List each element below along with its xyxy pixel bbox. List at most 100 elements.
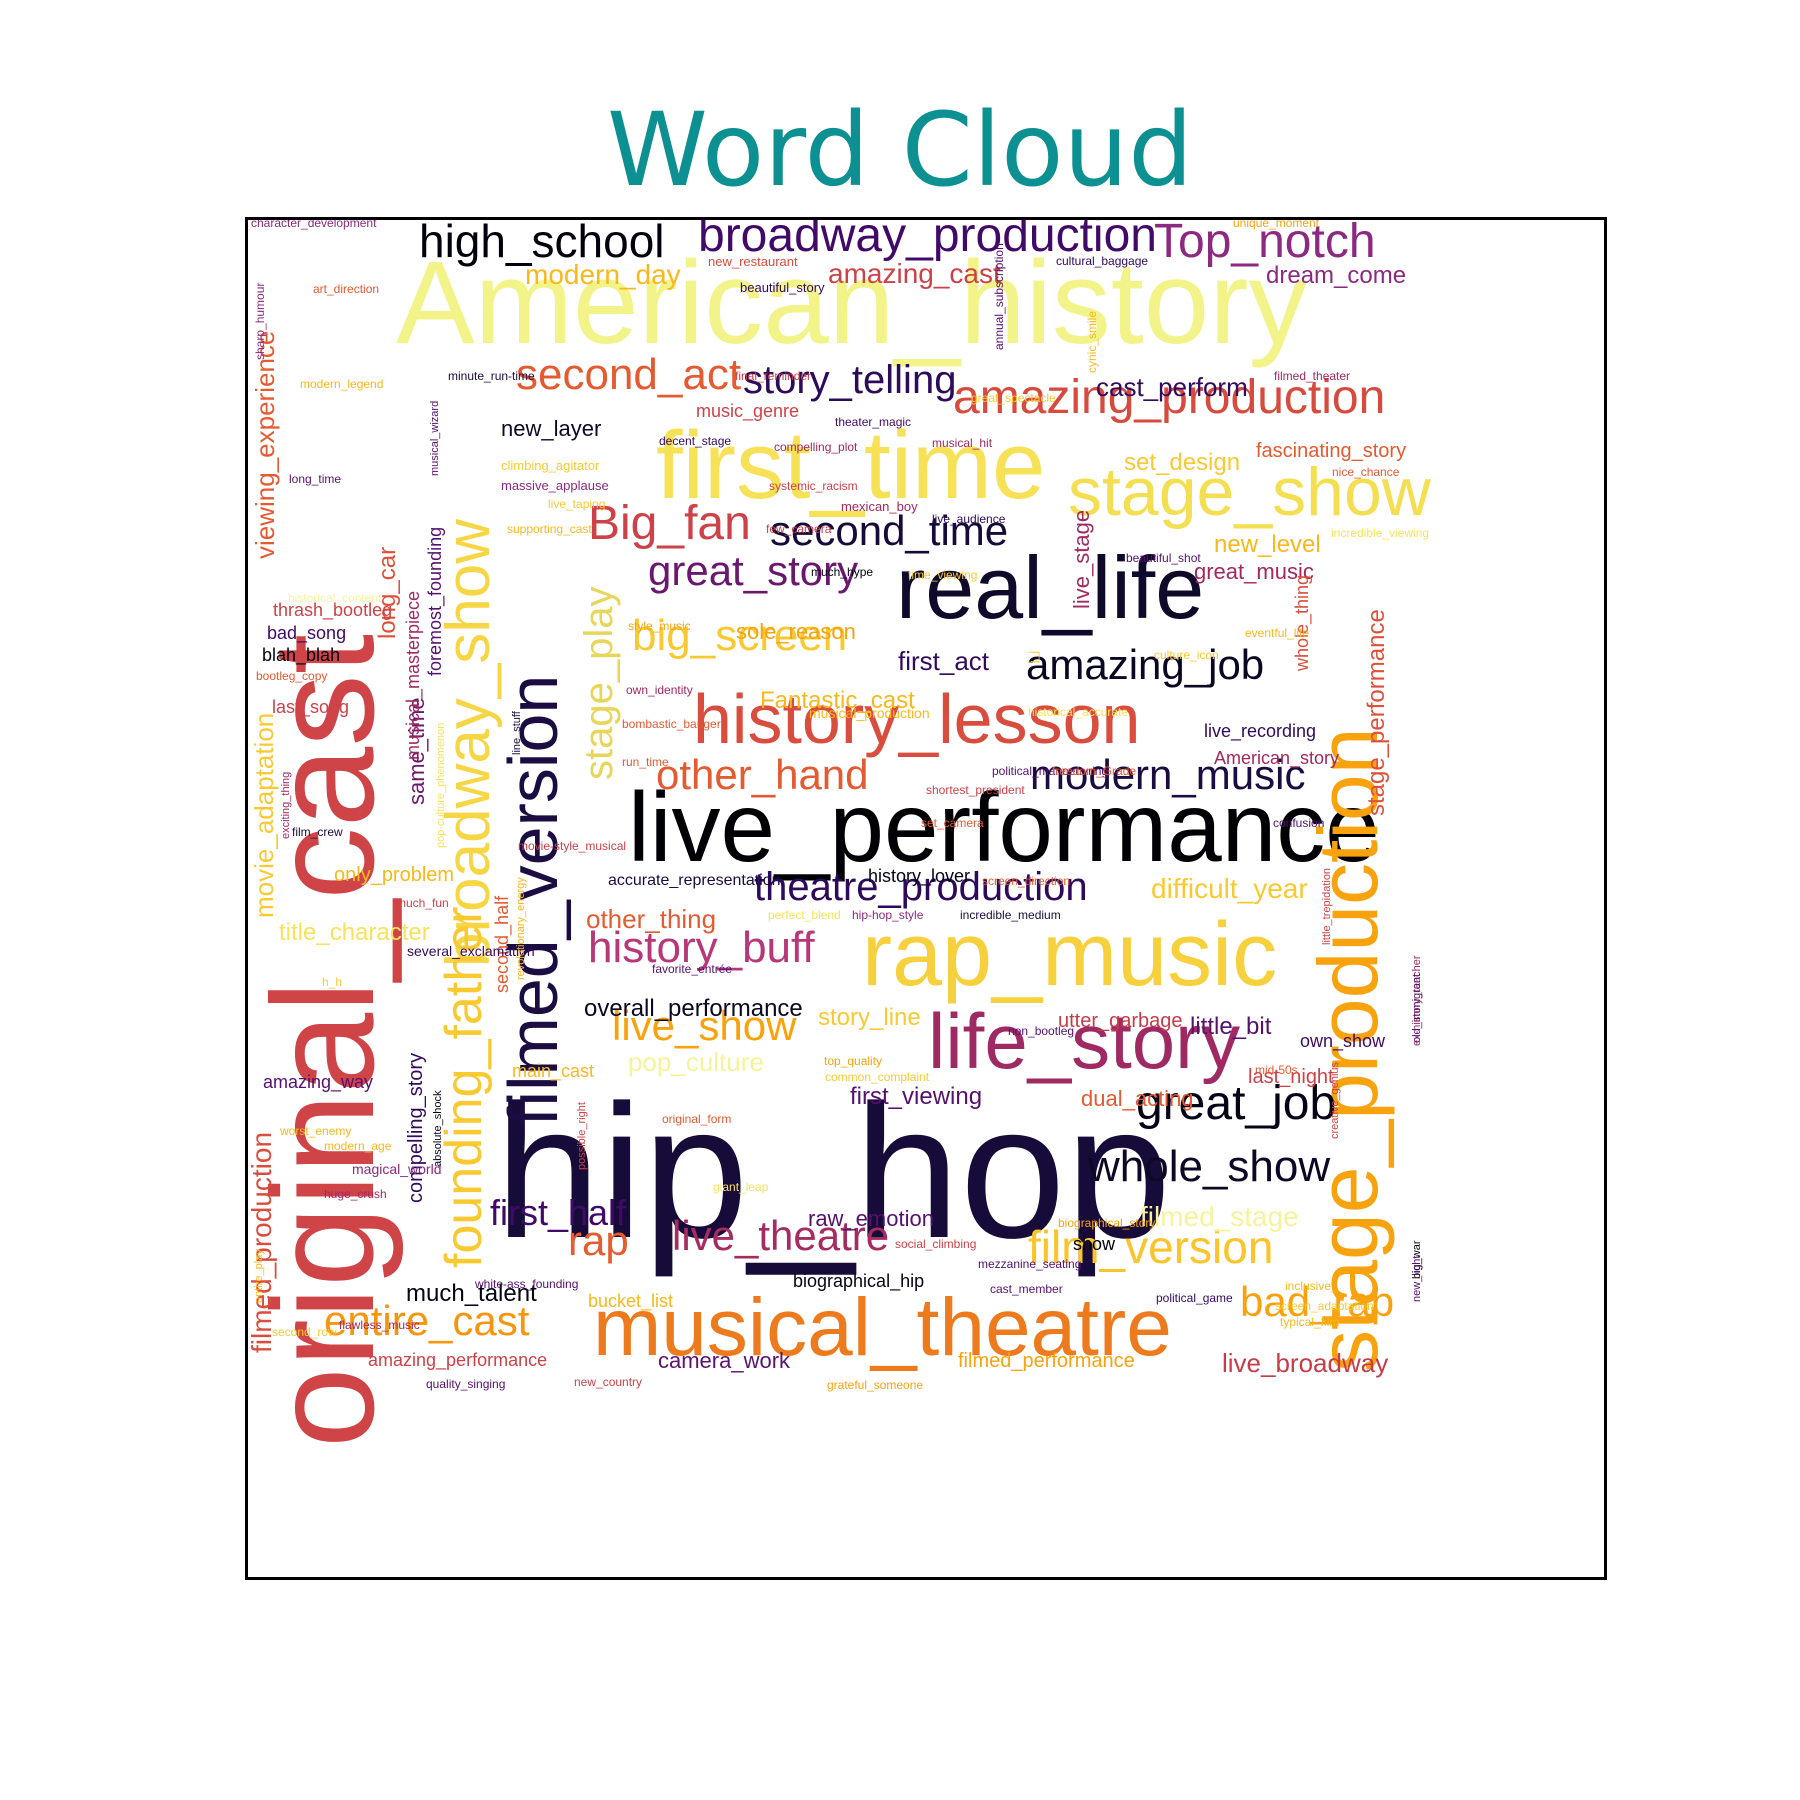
word-time-viewing: time_viewing bbox=[908, 568, 978, 582]
word-cultural-baggage: cultural_baggage bbox=[1056, 254, 1149, 268]
word-live-broadway: live_broadway bbox=[1222, 1348, 1389, 1378]
word-amazing-way: amazing_way bbox=[263, 1072, 374, 1092]
word-typical-film: typical_film bbox=[1280, 1315, 1340, 1329]
word-compelling-story: compelling_story bbox=[405, 1052, 427, 1203]
word-inclusive: inclusive_ bbox=[1285, 1279, 1338, 1293]
word-new-level: new_level bbox=[1214, 531, 1321, 558]
word-entire-play: entire_play bbox=[253, 1249, 265, 1303]
word-broadway-production: broadway_production bbox=[698, 217, 1157, 262]
word-much-talent: much_talent bbox=[406, 1280, 537, 1307]
word-sharp-humour: sharp_humour bbox=[253, 282, 267, 360]
word-sole-reason: sole_reason bbox=[736, 619, 856, 644]
word-political-game: political_game bbox=[1156, 1291, 1233, 1305]
word-biographical-hip: biographical_hip bbox=[793, 1271, 925, 1291]
word-viewing-experience: viewing_experience bbox=[250, 330, 280, 559]
word-blah-blah: blah_blah bbox=[262, 645, 341, 665]
word-historical-accurate: historical_accurate bbox=[1028, 705, 1129, 719]
word-amazing-cast: amazing_cast bbox=[828, 258, 1001, 289]
word-dual-acting: dual_acting bbox=[1081, 1086, 1194, 1111]
word-overall-performance: overall_performance bbox=[584, 995, 803, 1022]
word-great-spectacle: great_spectacle bbox=[971, 391, 1056, 405]
word-musical-production: musical_production bbox=[809, 705, 930, 721]
word-stage-play: stage_play bbox=[577, 586, 621, 780]
word-bad-rap: bad_rap bbox=[1240, 1278, 1395, 1325]
word-mezzanine-seating: mezzanine_seating bbox=[978, 1257, 1082, 1271]
word-amazing-production: amazing_production bbox=[953, 371, 1386, 424]
word-story-line: story_line bbox=[818, 1004, 921, 1031]
word-theatre-production: theatre_production bbox=[754, 865, 1088, 909]
word-music-genre: music_genre bbox=[696, 401, 800, 421]
word-eventful-life: eventful_life bbox=[1245, 626, 1310, 640]
word-final-reminder: final_reminder bbox=[735, 369, 812, 383]
word-great-job: great_job bbox=[1136, 1077, 1337, 1130]
word-style-music: style_music bbox=[628, 619, 691, 633]
word-magical-world: magical_world bbox=[352, 1161, 442, 1177]
word-life-story: life_story bbox=[928, 997, 1241, 1085]
word-little-trepidation: little_trepidation bbox=[1321, 867, 1333, 945]
word-screen-adaptation: screen_adaptation bbox=[1275, 1299, 1374, 1313]
word-filmed-performance: filmed_performance bbox=[958, 1350, 1135, 1372]
word-giant-leap: giant_leap bbox=[713, 1180, 769, 1194]
word-beautiful-story: beautiful_story bbox=[740, 280, 825, 295]
word-musical-masterpiece: musical_masterpiece bbox=[403, 590, 423, 760]
word-second-row: second_row bbox=[272, 1325, 337, 1339]
word-bombastic-banger: bombastic_banger bbox=[622, 717, 721, 731]
word-movie-style-musical: movie-style_musical bbox=[518, 839, 627, 853]
word-great-story: great_story bbox=[648, 547, 859, 594]
word-stage-show: stage_show bbox=[1068, 454, 1431, 530]
word-modern-age: modern_age bbox=[324, 1139, 392, 1153]
word-film-version: film_version bbox=[1028, 1221, 1274, 1273]
word-second-act: second_act bbox=[516, 350, 742, 399]
word-story-telling: story_telling bbox=[743, 358, 957, 402]
word-second-time: second_time bbox=[770, 507, 1009, 554]
word-flawless-music: flawless_music bbox=[339, 1318, 420, 1332]
word-modern-music: modern_music bbox=[1030, 751, 1306, 798]
word-high-school: high_school bbox=[419, 217, 665, 267]
word-climbing-agitator: climbing_agitator bbox=[501, 458, 600, 473]
word-real-life: real_life bbox=[896, 538, 1205, 637]
word-rap: rap bbox=[568, 1217, 629, 1264]
word-film-crew: film_crew bbox=[292, 825, 343, 839]
word-cast-perform: cast_perform bbox=[1096, 372, 1248, 402]
word-founding-father: founding_father bbox=[435, 906, 493, 1268]
word-run-time: run_time bbox=[622, 755, 669, 769]
word-first-act: first_act bbox=[898, 646, 990, 676]
word-other-thing: other_thing bbox=[586, 904, 717, 934]
word-art-direction: art_direction bbox=[313, 282, 380, 296]
word-systemic-racism: systemic_racism bbox=[769, 479, 858, 493]
word-new-layer: new_layer bbox=[501, 416, 602, 441]
word-top-notch: Top_notch bbox=[1154, 217, 1376, 268]
word-several-exclamation: several_exclamation bbox=[407, 943, 535, 959]
word-unique-moment: unique_moment bbox=[1233, 217, 1320, 230]
word-first-half: first_half bbox=[490, 1192, 627, 1233]
word-dream-come: dream_come bbox=[1266, 262, 1407, 289]
word-mid-50s: mid-50s bbox=[1255, 1063, 1298, 1077]
word-amazing-performance: amazing_performance bbox=[368, 1350, 548, 1370]
word-annual-subscription: annual_subscription bbox=[992, 243, 1006, 350]
word-only-problem: only_problem bbox=[334, 864, 455, 886]
word-history-buff: history_buff bbox=[588, 923, 815, 972]
word-modern-legend: modern_legend bbox=[300, 377, 384, 391]
word-filmed-theater: filmed_theater bbox=[1274, 369, 1351, 383]
word-rap-music: rap_music bbox=[862, 905, 1278, 1005]
word-big-fan: Big_fan bbox=[588, 497, 751, 550]
word-old-immigrant: old_immigrant bbox=[1411, 973, 1423, 1043]
word-own-identity: own_identity bbox=[626, 683, 693, 697]
word-compelling-plot: compelling_plot bbox=[774, 440, 858, 454]
word-difficult-year: difficult_year bbox=[1151, 873, 1308, 904]
word-pop-culture: pop_culture bbox=[628, 1047, 764, 1077]
word-pop-culture-phenomenon: pop-culture_phenomenon bbox=[435, 722, 447, 848]
word-musical-hit: musical_hit bbox=[932, 436, 993, 450]
word-live-theatre: live_theatre bbox=[672, 1212, 890, 1259]
word-live-show: live_show bbox=[612, 1002, 797, 1049]
word-entire-cast: entire_cast bbox=[324, 1297, 530, 1344]
word-political-manoeuvring: political_manoeuvring bbox=[992, 764, 1109, 778]
chart-title: Word Cloud bbox=[607, 91, 1193, 210]
word-cynic-smile: cynic_smile bbox=[1085, 310, 1099, 373]
word-cloud-frame: original_cast American_history hip_hop live… bbox=[245, 217, 1607, 1580]
word-foremost-founding: foremost_founding bbox=[425, 526, 445, 676]
word-new-light: new_light bbox=[1411, 1255, 1423, 1302]
word-first-viewing: first_viewing bbox=[850, 1083, 983, 1110]
word-history-lover: history_lover bbox=[868, 866, 971, 886]
word-cast-member: cast_member bbox=[990, 1282, 1063, 1296]
